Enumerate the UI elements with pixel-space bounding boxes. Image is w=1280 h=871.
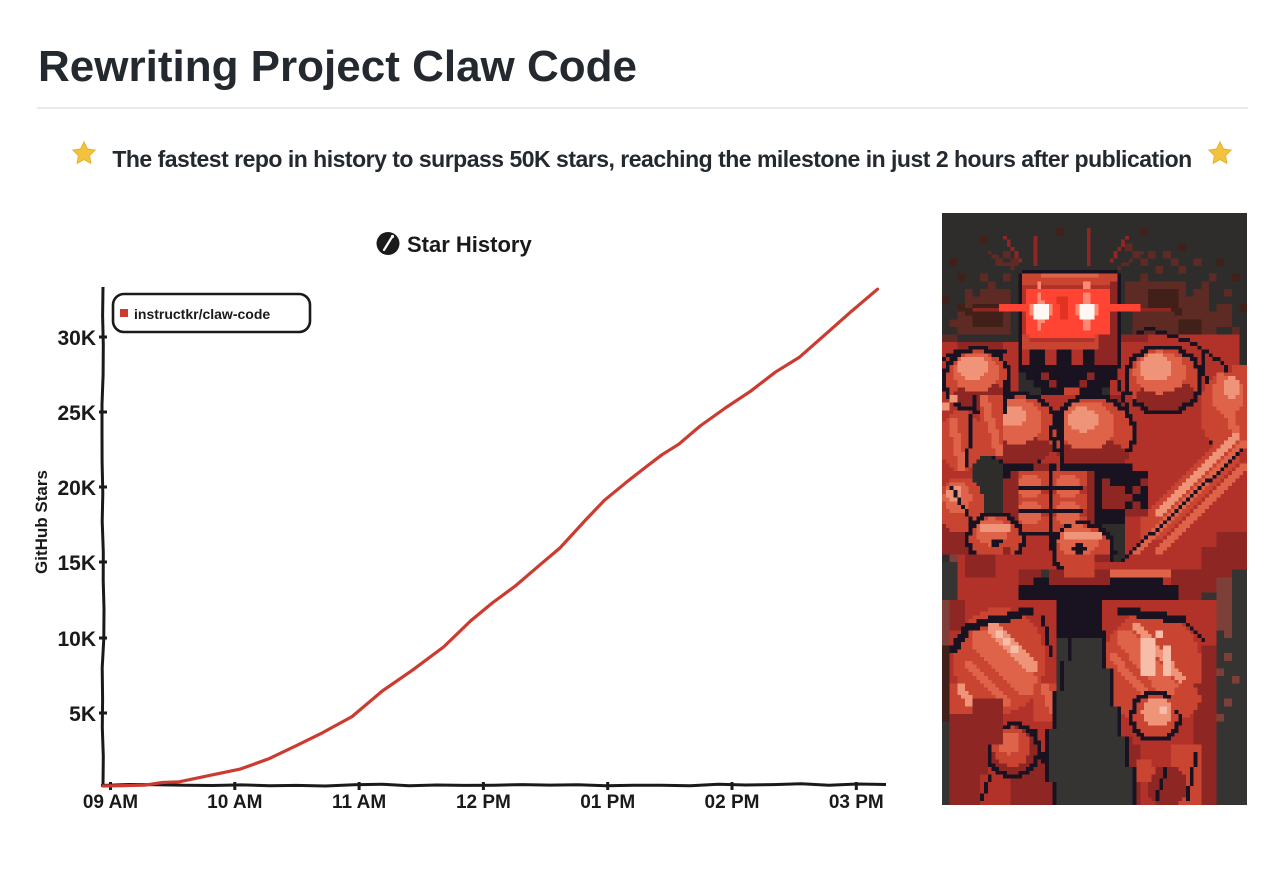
svg-text:02 PM: 02 PM bbox=[705, 792, 760, 813]
svg-text:GitHub Stars: GitHub Stars bbox=[32, 470, 51, 574]
svg-text:12 PM: 12 PM bbox=[456, 792, 511, 813]
svg-text:5K: 5K bbox=[69, 703, 96, 726]
svg-text:instructkr/claw-code: instructkr/claw-code bbox=[134, 306, 270, 322]
svg-text:10 AM: 10 AM bbox=[207, 792, 262, 813]
svg-text:25K: 25K bbox=[57, 402, 96, 425]
svg-text:01 PM: 01 PM bbox=[580, 792, 635, 813]
svg-text:11 AM: 11 AM bbox=[332, 792, 386, 813]
svg-text:15K: 15K bbox=[57, 552, 96, 575]
svg-text:Star History: Star History bbox=[407, 232, 532, 257]
svg-text:03 PM: 03 PM bbox=[829, 792, 884, 813]
svg-text:09 AM: 09 AM bbox=[83, 792, 138, 813]
svg-text:20K: 20K bbox=[57, 477, 96, 500]
svg-text:10K: 10K bbox=[57, 628, 96, 651]
svg-text:30K: 30K bbox=[57, 327, 96, 350]
